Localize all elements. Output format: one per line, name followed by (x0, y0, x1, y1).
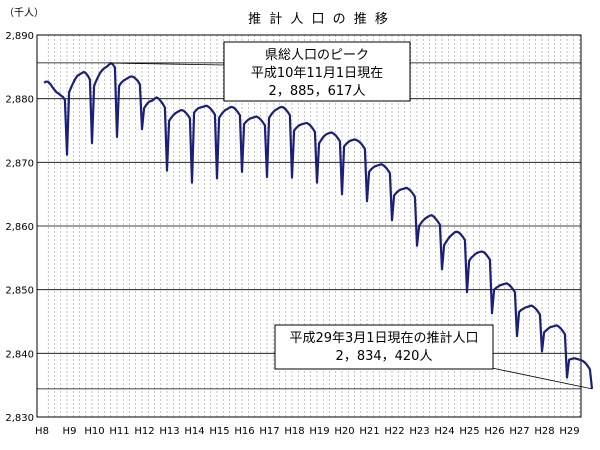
y-tick-label: 2,870 (5, 158, 34, 169)
y-tick-label: 2,890 (5, 31, 34, 42)
y-tick-label: 2,850 (5, 286, 34, 297)
x-tick-label: H9 (63, 426, 77, 437)
x-tick-label: H16 (234, 426, 254, 437)
x-tick-label: H27 (509, 426, 529, 437)
x-tick-label: H25 (459, 426, 479, 437)
x-tick-label: H29 (559, 426, 579, 437)
peak-callout-text: 2，885，617人 (269, 84, 366, 99)
peak-callout-text: 平成10年11月1日現在 (251, 66, 383, 81)
y-tick-label: 2,880 (5, 95, 34, 106)
y-tick-label: 2,860 (5, 222, 34, 233)
y-tick-label: 2,830 (5, 413, 34, 424)
latest-callout-text: 平成29年3月1日現在の推計人口 (289, 330, 478, 346)
horizontal-gridlines (37, 98, 581, 354)
x-tick-label: H24 (434, 426, 454, 437)
population-series-line (43, 61, 594, 390)
plot-frame (36, 34, 582, 418)
latest-callout-line (491, 367, 593, 390)
x-tick-label: H15 (209, 426, 229, 437)
x-tick-label: H26 (484, 426, 504, 437)
x-tick-label: H22 (384, 426, 404, 437)
x-tick-label: H13 (159, 426, 179, 437)
x-tick-label: H18 (284, 426, 304, 437)
latest-callout-box (274, 324, 494, 370)
x-tick-label: H20 (334, 426, 354, 437)
x-tick-label: H19 (309, 426, 329, 437)
peak-callout-text: 県総人口のピーク (265, 48, 369, 63)
x-tick-label: H10 (84, 426, 104, 437)
x-tick-label: H12 (134, 426, 154, 437)
y-tick-label: 2,840 (5, 349, 34, 360)
y-axis-ticks: 2,830 2,840 2,850 2,860 2,870 2,880 2,890 (5, 31, 34, 424)
x-tick-label: H8 (35, 426, 49, 437)
x-tick-label: H11 (109, 426, 129, 437)
x-tick-label: H17 (259, 426, 279, 437)
x-tick-label: H14 (184, 426, 204, 437)
peak-callout-box (223, 41, 411, 102)
latest-callout-text: 2，834，420人 (336, 349, 433, 364)
x-tick-label: H21 (359, 426, 379, 437)
x-axis-ticks: H8 H9 H10 H11 H12 H13 H14 H15 H16 H17 H18 H19 H20 H21… (35, 426, 580, 437)
x-tick-label: H23 (409, 426, 429, 437)
chart-title: 推 計 人 口 の 推 移 (248, 11, 390, 27)
x-tick-label: H28 (534, 426, 554, 437)
unit-label: （千人） (4, 7, 44, 19)
peak-callout-line (110, 62, 225, 66)
